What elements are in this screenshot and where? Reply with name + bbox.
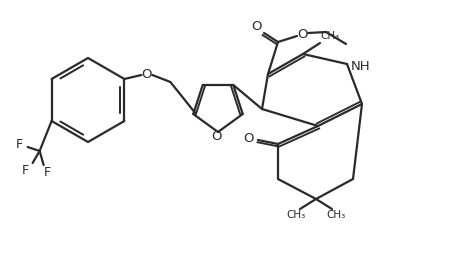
- Text: CH₃: CH₃: [320, 31, 340, 41]
- Text: O: O: [211, 130, 221, 142]
- Text: NH: NH: [351, 59, 371, 73]
- Text: CH₃: CH₃: [326, 210, 345, 220]
- Text: F: F: [44, 167, 51, 179]
- Text: O: O: [251, 19, 261, 33]
- Text: O: O: [297, 27, 307, 41]
- Text: CH₃: CH₃: [287, 210, 306, 220]
- Text: O: O: [141, 67, 151, 81]
- Text: F: F: [16, 138, 23, 152]
- Text: F: F: [22, 164, 29, 178]
- Text: O: O: [244, 132, 254, 144]
